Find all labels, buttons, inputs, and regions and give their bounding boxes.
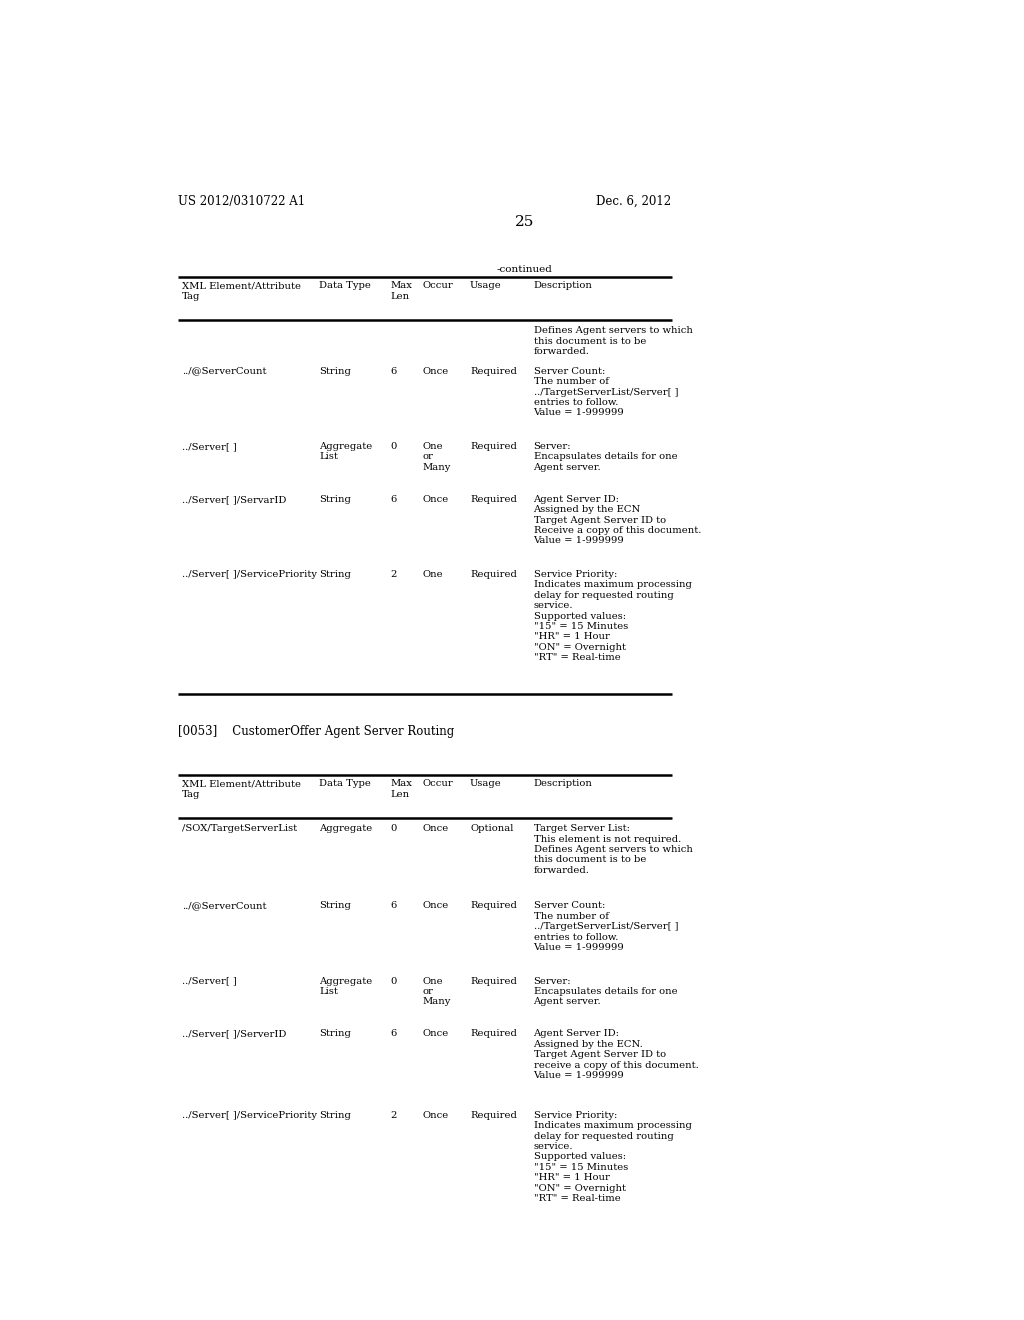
Text: Service Priority:
Indicates maximum processing
delay for requested routing
servi: Service Priority: Indicates maximum proc… — [534, 1110, 691, 1203]
Text: Required: Required — [470, 902, 517, 911]
Text: ../Server[ ]/ServicePriority: ../Server[ ]/ServicePriority — [182, 570, 317, 579]
Text: Dec. 6, 2012: Dec. 6, 2012 — [597, 195, 672, 209]
Text: String: String — [319, 1030, 351, 1039]
Text: XML Element/Attribute
Tag: XML Element/Attribute Tag — [182, 779, 301, 799]
Text: US 2012/0310722 A1: US 2012/0310722 A1 — [178, 195, 305, 209]
Text: Target Server List:
This element is not required.
Defines Agent servers to which: Target Server List: This element is not … — [534, 824, 692, 875]
Text: 0: 0 — [391, 824, 397, 833]
Text: Usage: Usage — [470, 281, 502, 290]
Text: Required: Required — [470, 570, 517, 579]
Text: Once: Once — [423, 1030, 449, 1039]
Text: Server Count:
The number of
../TargetServerList/Server[ ]
entries to follow.
Val: Server Count: The number of ../TargetSer… — [534, 902, 678, 952]
Text: 0: 0 — [391, 442, 397, 451]
Text: /SOX/TargetServerList: /SOX/TargetServerList — [182, 824, 297, 833]
Text: String: String — [319, 495, 351, 504]
Text: Aggregate
List: Aggregate List — [319, 977, 373, 997]
Text: ../Server[ ]/ServerID: ../Server[ ]/ServerID — [182, 1030, 287, 1039]
Text: 6: 6 — [391, 1030, 397, 1039]
Text: -continued: -continued — [497, 265, 553, 275]
Text: One
or
Many: One or Many — [423, 977, 451, 1006]
Text: 6: 6 — [391, 367, 397, 376]
Text: Required: Required — [470, 977, 517, 986]
Text: Agent Server ID:
Assigned by the ECN.
Target Agent Server ID to
receive a copy o: Agent Server ID: Assigned by the ECN. Ta… — [534, 1030, 698, 1080]
Text: Agent Server ID:
Assigned by the ECN
Target Agent Server ID to
Receive a copy of: Agent Server ID: Assigned by the ECN Tar… — [534, 495, 700, 545]
Text: ../@ServerCount: ../@ServerCount — [182, 367, 266, 376]
Text: Required: Required — [470, 1110, 517, 1119]
Text: 2: 2 — [391, 570, 397, 579]
Text: Required: Required — [470, 495, 517, 504]
Text: ../Server[ ]/ServicePriority: ../Server[ ]/ServicePriority — [182, 1110, 317, 1119]
Text: One: One — [423, 570, 443, 579]
Text: Once: Once — [423, 824, 449, 833]
Text: Aggregate
List: Aggregate List — [319, 442, 373, 462]
Text: String: String — [319, 367, 351, 376]
Text: ../Server[ ]: ../Server[ ] — [182, 442, 237, 451]
Text: One
or
Many: One or Many — [423, 442, 451, 471]
Text: Max
Len: Max Len — [391, 779, 413, 799]
Text: Required: Required — [470, 442, 517, 451]
Text: Server:
Encapsulates details for one
Agent server.: Server: Encapsulates details for one Age… — [534, 442, 677, 471]
Text: 2: 2 — [391, 1110, 397, 1119]
Text: Once: Once — [423, 1110, 449, 1119]
Text: Required: Required — [470, 1030, 517, 1039]
Text: String: String — [319, 902, 351, 911]
Text: Defines Agent servers to which
this document is to be
forwarded.: Defines Agent servers to which this docu… — [534, 326, 692, 356]
Text: Description: Description — [534, 281, 593, 290]
Text: String: String — [319, 1110, 351, 1119]
Text: Server Count:
The number of
../TargetServerList/Server[ ]
entries to follow.
Val: Server Count: The number of ../TargetSer… — [534, 367, 678, 417]
Text: Required: Required — [470, 367, 517, 376]
Text: XML Element/Attribute
Tag: XML Element/Attribute Tag — [182, 281, 301, 301]
Text: Occur: Occur — [423, 281, 454, 290]
Text: 6: 6 — [391, 495, 397, 504]
Text: Optional: Optional — [470, 824, 513, 833]
Text: Max
Len: Max Len — [391, 281, 413, 301]
Text: Server:
Encapsulates details for one
Agent server.: Server: Encapsulates details for one Age… — [534, 977, 677, 1006]
Text: Data Type: Data Type — [319, 281, 371, 290]
Text: Once: Once — [423, 495, 449, 504]
Text: 0: 0 — [391, 977, 397, 986]
Text: Service Priority:
Indicates maximum processing
delay for requested routing
servi: Service Priority: Indicates maximum proc… — [534, 570, 691, 663]
Text: Aggregate: Aggregate — [319, 824, 373, 833]
Text: Data Type: Data Type — [319, 779, 371, 788]
Text: [0053]    CustomerOffer Agent Server Routing: [0053] CustomerOffer Agent Server Routin… — [178, 725, 455, 738]
Text: Description: Description — [534, 779, 593, 788]
Text: String: String — [319, 570, 351, 579]
Text: 25: 25 — [515, 215, 535, 230]
Text: Once: Once — [423, 367, 449, 376]
Text: ../Server[ ]: ../Server[ ] — [182, 977, 237, 986]
Text: Once: Once — [423, 902, 449, 911]
Text: ../@ServerCount: ../@ServerCount — [182, 902, 266, 911]
Text: 6: 6 — [391, 902, 397, 911]
Text: Usage: Usage — [470, 779, 502, 788]
Text: ../Server[ ]/ServarID: ../Server[ ]/ServarID — [182, 495, 287, 504]
Text: Occur: Occur — [423, 779, 454, 788]
